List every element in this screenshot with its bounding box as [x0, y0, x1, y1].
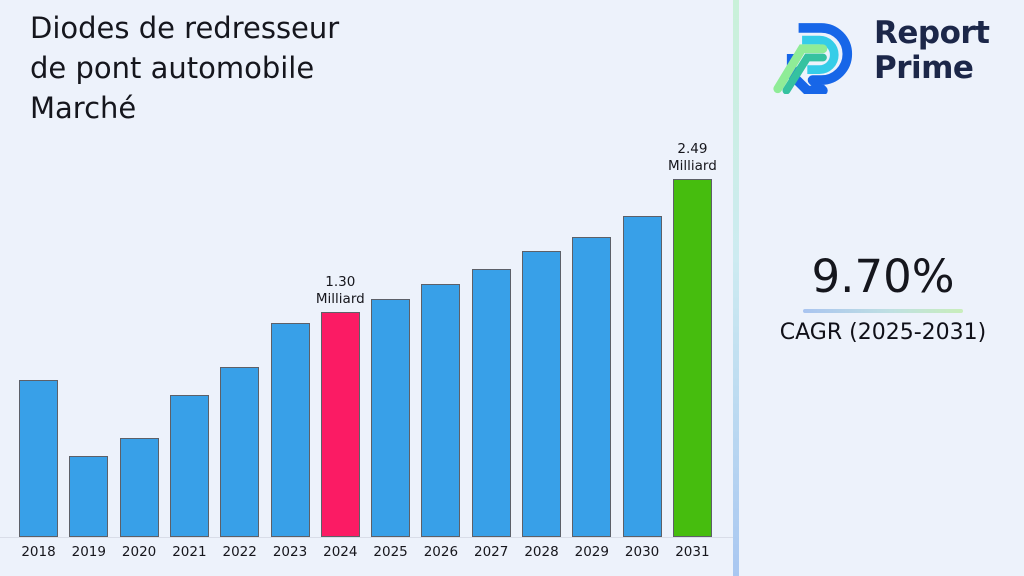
x-tick-2029: 2029 — [574, 544, 609, 560]
page-title: Diodes de redresseur de pont automobile … — [30, 8, 450, 128]
x-tick-2021: 2021 — [172, 544, 207, 560]
cagr-value: 9.70% — [811, 250, 955, 303]
bar-2026 — [421, 284, 461, 537]
x-tick-2030: 2030 — [624, 544, 660, 560]
bar-2021 — [169, 395, 209, 537]
x-tick-2023: 2023 — [272, 544, 308, 560]
x-tick-2020: 2020 — [121, 544, 157, 560]
x-tick-2018: 2018 — [21, 544, 56, 560]
brand-name: Report Prime — [874, 16, 990, 86]
brand-logo: Report Prime — [772, 14, 990, 94]
bar-2020 — [119, 438, 159, 537]
bar-2022 — [220, 367, 260, 537]
bar-2018 — [19, 380, 58, 537]
x-tick-2019: 2019 — [71, 544, 106, 560]
x-axis-line — [0, 537, 734, 538]
brand-name-line-2: Prime — [874, 50, 974, 86]
cagr-block: 9.70% CAGR (2025-2031) — [763, 250, 1003, 345]
bar-2023 — [270, 323, 310, 537]
cagr-label: CAGR (2025-2031) — [779, 320, 987, 345]
x-tick-2031: 2031 — [675, 544, 710, 560]
bar-2019 — [69, 456, 109, 537]
page-title-line-3: Marché — [30, 91, 137, 125]
x-tick-2027: 2027 — [474, 544, 509, 560]
brand-name-line-1: Report — [874, 15, 990, 51]
bar-2028 — [522, 251, 561, 537]
bar-2030 — [622, 216, 662, 537]
report-prime-logo-icon — [772, 14, 860, 94]
cagr-underline — [803, 309, 963, 313]
bar-value-label-2024: 1.30 Milliard — [315, 274, 365, 307]
bar-chart: 2018 2019 2020 2021 2022 2023 2024 2025 2026 2027… — [0, 141, 734, 560]
x-tick-2022: 2022 — [222, 544, 257, 560]
x-tick-2025: 2025 — [373, 544, 408, 560]
x-tick-2026: 2026 — [423, 544, 459, 560]
page-title-line-1: Diodes de redresseur — [30, 11, 340, 45]
bar-2024 — [320, 312, 360, 537]
bar-value-label-2031: 2.49 Milliard — [667, 141, 717, 174]
bar-2025 — [371, 299, 411, 537]
x-tick-2024: 2024 — [323, 544, 358, 560]
x-tick-2028: 2028 — [524, 544, 559, 560]
vertical-divider — [733, 0, 739, 576]
bar-2031 — [672, 179, 712, 537]
bar-2027 — [471, 269, 511, 537]
bar-2029 — [572, 237, 612, 537]
page-title-line-2: de pont automobile — [30, 51, 315, 85]
